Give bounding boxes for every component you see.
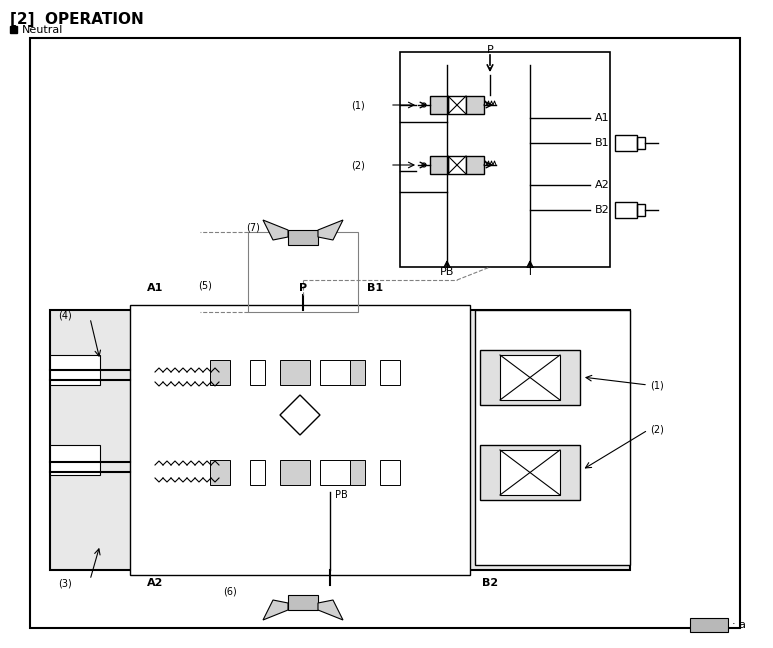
Text: (4): (4)	[58, 310, 72, 320]
Text: (1): (1)	[650, 380, 664, 390]
Text: PB: PB	[335, 490, 348, 500]
Bar	[430, 156, 448, 174]
Bar	[466, 96, 484, 114]
Bar	[250, 360, 265, 385]
Bar	[288, 595, 318, 610]
Polygon shape	[263, 220, 288, 240]
Bar	[380, 360, 400, 385]
Bar	[615, 202, 637, 218]
Text: (2): (2)	[351, 160, 365, 170]
Bar	[448, 156, 466, 174]
Bar	[280, 360, 310, 385]
Polygon shape	[318, 600, 343, 620]
Text: A2: A2	[595, 180, 610, 190]
Bar	[380, 460, 400, 485]
Text: [2]  OPERATION: [2] OPERATION	[10, 12, 144, 27]
Bar	[50, 445, 100, 475]
Bar	[430, 96, 448, 114]
Text: (6): (6)	[223, 587, 237, 597]
Bar	[50, 310, 630, 570]
Bar	[448, 96, 466, 114]
Text: T: T	[526, 267, 533, 277]
Bar	[480, 350, 580, 405]
Text: A1: A1	[595, 113, 610, 123]
Bar	[288, 230, 318, 245]
Bar	[615, 135, 637, 151]
Bar	[466, 156, 484, 174]
Text: B2: B2	[482, 578, 498, 588]
Bar	[690, 618, 728, 632]
Text: B1: B1	[367, 283, 383, 293]
Bar	[248, 232, 358, 312]
Bar	[637, 204, 645, 216]
Polygon shape	[263, 600, 288, 620]
Text: Neutral: Neutral	[22, 25, 63, 35]
Text: (3): (3)	[58, 578, 72, 588]
Text: (2): (2)	[650, 425, 664, 435]
Bar	[400, 52, 610, 267]
Text: PB: PB	[440, 267, 455, 277]
Bar	[280, 460, 310, 485]
Text: B2: B2	[595, 205, 610, 215]
Bar	[210, 460, 230, 485]
Bar	[210, 360, 230, 385]
Polygon shape	[280, 395, 320, 435]
Text: (7): (7)	[246, 223, 260, 233]
Bar	[475, 310, 630, 565]
Text: (5): (5)	[198, 281, 212, 291]
Text: A1: A1	[147, 283, 163, 293]
Bar	[320, 460, 350, 485]
Bar	[130, 305, 470, 575]
Bar	[500, 450, 560, 495]
Bar	[50, 355, 100, 385]
Bar	[350, 360, 365, 385]
Text: B1: B1	[595, 138, 610, 148]
Bar	[250, 460, 265, 485]
Text: P: P	[487, 45, 493, 55]
Bar	[320, 360, 350, 385]
Bar	[500, 355, 560, 400]
Text: A2: A2	[147, 578, 163, 588]
Bar	[10, 26, 17, 33]
Text: : a: : a	[732, 620, 746, 630]
Text: (1): (1)	[351, 100, 365, 110]
Polygon shape	[318, 220, 343, 240]
Text: P: P	[299, 283, 307, 293]
Bar	[637, 137, 645, 149]
Bar	[350, 460, 365, 485]
Bar	[480, 445, 580, 500]
